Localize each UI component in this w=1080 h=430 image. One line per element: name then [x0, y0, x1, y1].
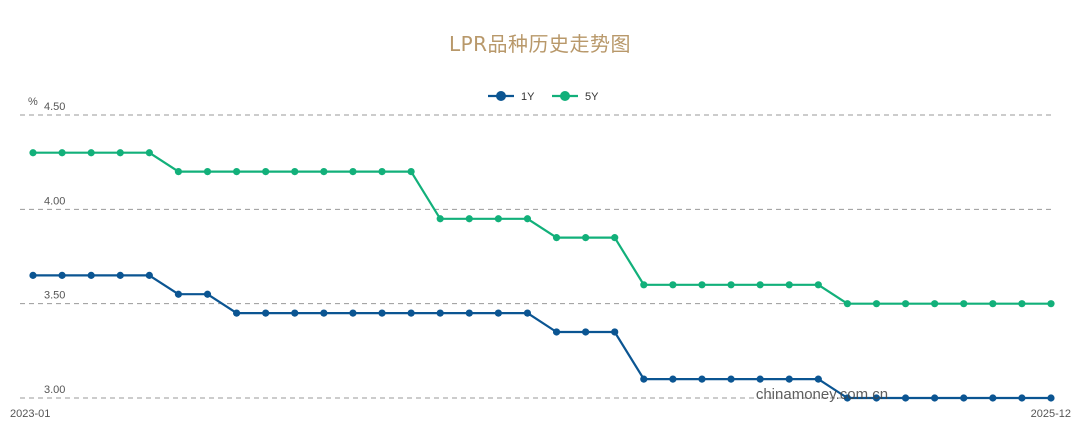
data-point-5Y[interactable]: [669, 281, 677, 289]
data-point-5Y[interactable]: [756, 281, 764, 289]
y-tick-label: 4.50: [44, 101, 65, 113]
data-point-1Y[interactable]: [552, 328, 561, 336]
y-tick-label: 3.50: [44, 290, 65, 302]
data-point-5Y[interactable]: [582, 234, 590, 242]
data-point-5Y[interactable]: [843, 300, 852, 308]
data-point-1Y[interactable]: [640, 375, 648, 383]
data-point-1Y[interactable]: [233, 309, 241, 317]
data-point-1Y[interactable]: [29, 271, 37, 279]
data-point-5Y[interactable]: [116, 149, 124, 157]
data-point-5Y[interactable]: [1047, 300, 1055, 308]
data-point-5Y[interactable]: [698, 281, 706, 289]
data-point-5Y[interactable]: [320, 168, 328, 176]
data-point-1Y[interactable]: [872, 394, 881, 402]
data-point-5Y[interactable]: [465, 215, 473, 223]
data-point-1Y[interactable]: [698, 375, 706, 383]
data-point-1Y[interactable]: [989, 394, 997, 402]
data-point-1Y[interactable]: [203, 290, 212, 298]
data-point-1Y[interactable]: [727, 375, 735, 383]
chart-title: LPR品种历史走势图: [448, 32, 632, 56]
series-line-5Y: [33, 151, 1051, 305]
legend-marker-5Y: [560, 91, 570, 101]
x-tick-label: 2023-01: [10, 408, 50, 420]
data-point-1Y[interactable]: [523, 309, 532, 317]
data-point-5Y[interactable]: [349, 168, 357, 176]
data-point-5Y[interactable]: [1018, 300, 1026, 308]
data-point-1Y[interactable]: [901, 394, 910, 402]
data-point-5Y[interactable]: [174, 168, 183, 176]
data-point-1Y[interactable]: [465, 309, 473, 317]
data-point-5Y[interactable]: [436, 215, 444, 223]
data-point-1Y[interactable]: [58, 271, 66, 279]
data-point-5Y[interactable]: [87, 149, 95, 157]
data-point-1Y[interactable]: [378, 309, 386, 317]
data-point-5Y[interactable]: [145, 149, 153, 157]
data-point-1Y[interactable]: [960, 394, 968, 402]
data-point-5Y[interactable]: [407, 168, 415, 176]
x-tick-label: 2025-12: [1031, 408, 1071, 420]
data-point-5Y[interactable]: [989, 300, 997, 308]
data-point-5Y[interactable]: [901, 300, 910, 308]
data-point-5Y[interactable]: [727, 281, 735, 289]
data-point-5Y[interactable]: [640, 281, 648, 289]
data-point-1Y[interactable]: [436, 309, 444, 317]
data-point-5Y[interactable]: [960, 300, 968, 308]
y-tick-label: 3.00: [44, 384, 65, 396]
data-point-1Y[interactable]: [669, 375, 677, 383]
data-point-1Y[interactable]: [611, 328, 619, 336]
data-point-5Y[interactable]: [814, 281, 822, 289]
data-point-1Y[interactable]: [145, 271, 153, 279]
data-point-1Y[interactable]: [87, 271, 95, 279]
data-point-1Y[interactable]: [843, 394, 852, 402]
data-point-1Y[interactable]: [785, 375, 793, 383]
data-point-5Y[interactable]: [872, 300, 881, 308]
data-point-1Y[interactable]: [756, 375, 764, 383]
data-point-5Y[interactable]: [523, 215, 532, 223]
data-point-5Y[interactable]: [58, 149, 66, 157]
y-tick-label: 4.00: [44, 195, 65, 207]
data-point-5Y[interactable]: [611, 234, 619, 242]
data-point-1Y[interactable]: [116, 271, 124, 279]
data-point-1Y[interactable]: [931, 394, 939, 402]
legend-label-1Y[interactable]: 1Y: [521, 91, 535, 103]
data-point-1Y[interactable]: [174, 290, 183, 298]
series-line-1Y: [33, 274, 1051, 400]
data-point-1Y[interactable]: [814, 375, 822, 383]
legend-label-5Y[interactable]: 5Y: [585, 91, 599, 103]
data-point-1Y[interactable]: [1018, 394, 1026, 402]
data-point-5Y[interactable]: [494, 215, 502, 223]
data-point-5Y[interactable]: [931, 300, 939, 308]
data-point-5Y[interactable]: [785, 281, 793, 289]
watermark-text: chinamoney.com.cn: [756, 386, 888, 403]
y-axis-label: %: [28, 96, 38, 108]
data-point-5Y[interactable]: [291, 168, 299, 176]
data-point-1Y[interactable]: [320, 309, 328, 317]
data-point-1Y[interactable]: [494, 309, 502, 317]
data-point-1Y[interactable]: [262, 309, 270, 317]
data-point-5Y[interactable]: [29, 149, 37, 157]
data-point-5Y[interactable]: [233, 168, 241, 176]
data-point-5Y[interactable]: [262, 168, 270, 176]
data-point-5Y[interactable]: [378, 168, 386, 176]
data-point-1Y[interactable]: [582, 328, 590, 336]
data-point-5Y[interactable]: [203, 168, 212, 176]
data-point-5Y[interactable]: [552, 234, 561, 242]
data-point-1Y[interactable]: [349, 309, 357, 317]
data-point-1Y[interactable]: [407, 309, 415, 317]
legend-marker-1Y: [496, 91, 506, 101]
data-point-1Y[interactable]: [291, 309, 299, 317]
data-point-1Y[interactable]: [1047, 394, 1055, 402]
